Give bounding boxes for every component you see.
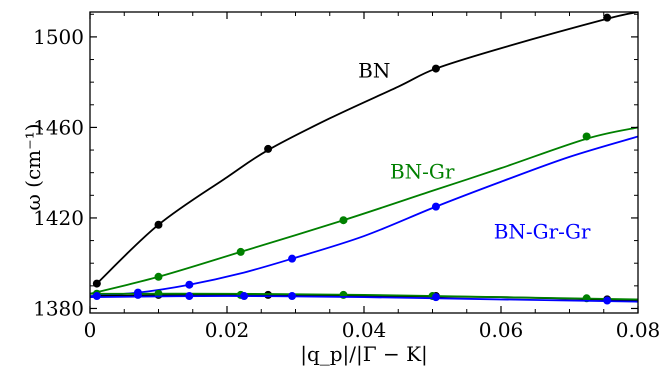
data-point-bn [92, 279, 101, 288]
plot-frame [89, 11, 639, 314]
series-line-bn [96, 12, 638, 285]
series-low-branch-5 [90, 290, 638, 305]
data-point-low-branch-5 [92, 292, 101, 301]
data-point-bn-gr [582, 132, 591, 141]
x-tick-label: 0.06 [479, 318, 524, 342]
data-point-bn [264, 144, 273, 153]
annotations: BN BN-Gr BN-Gr-Gr [358, 59, 591, 244]
data-point-bn-gr [236, 247, 245, 256]
data-point-bn-gr-gr [185, 280, 194, 289]
series-label-bn: BN [358, 59, 390, 83]
ticks-layer [89, 12, 639, 313]
data-point-low-branch-5 [185, 292, 194, 301]
data-point-low-branch-5 [133, 290, 142, 299]
x-axis-label: |q_p|/|Γ − K| [300, 342, 428, 367]
data-point-bn-gr-gr [431, 202, 440, 211]
series-line-low-branch-5 [90, 295, 638, 303]
data-point-bn [431, 64, 440, 73]
data-point-bn [603, 13, 612, 22]
series-layer [90, 12, 638, 305]
data-point-bn-gr-gr [288, 254, 297, 263]
series-label-bn-gr-gr: BN-Gr-Gr [494, 219, 591, 243]
y-tick-label: 1380 [33, 296, 84, 320]
x-tick-label: 0 [84, 318, 97, 342]
tick-labels: 0 0.02 0.04 0.06 0.08 1380 1420 1460 1500 [33, 25, 660, 342]
x-tick-label: 0.02 [205, 318, 250, 342]
series-bn [92, 12, 638, 288]
data-point-bn [154, 220, 163, 229]
y-tick-label: 1420 [33, 206, 84, 230]
data-point-low-branch-5 [431, 293, 440, 302]
x-tick-label: 0.08 [616, 318, 661, 342]
y-tick-label: 1460 [33, 115, 84, 139]
y-axis-label: ω (cm⁻¹) [21, 123, 45, 210]
series-line-bn-gr-gr [90, 135, 638, 297]
data-point-low-branch-5 [288, 292, 297, 301]
series-label-bn-gr: BN-Gr [390, 159, 455, 183]
data-point-bn-gr [154, 272, 163, 281]
data-point-low-branch-5 [240, 292, 249, 301]
x-tick-label: 0.04 [342, 318, 387, 342]
series-bn-gr [90, 126, 638, 295]
data-point-low-branch-5 [603, 296, 612, 305]
data-point-bn-gr [339, 216, 348, 225]
series-line-bn-gr [90, 126, 638, 295]
series-line-low-branch-4 [90, 292, 638, 301]
y-tick-label: 1500 [33, 25, 84, 49]
